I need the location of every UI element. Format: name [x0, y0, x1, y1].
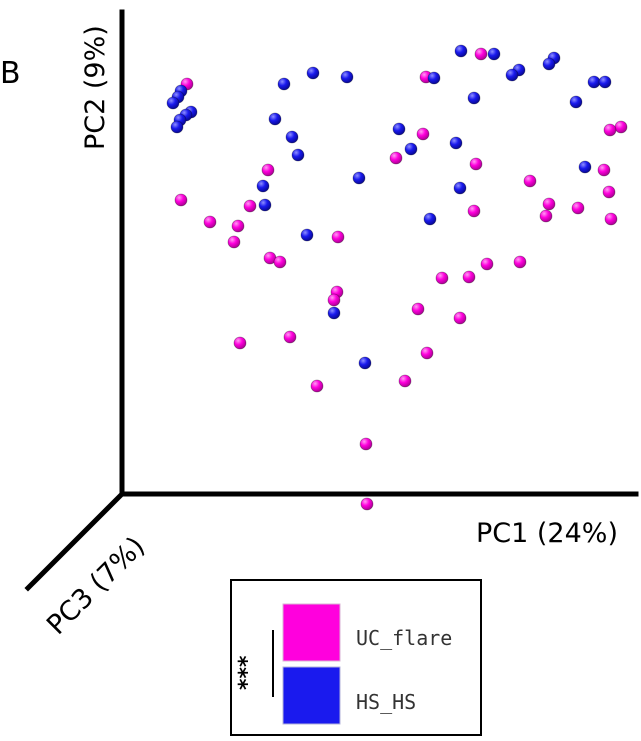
point-uc-flare-31	[523, 174, 537, 188]
point-hs-hs-20	[404, 142, 418, 156]
legend-label-uc-flare: UC_flare	[356, 626, 452, 650]
point-hs-hs-15	[300, 228, 314, 242]
point-hs-hs-2	[166, 96, 180, 110]
point-uc-flare-30	[474, 47, 488, 61]
point-uc-flare-27	[416, 127, 430, 141]
point-uc-flare-11	[327, 293, 341, 307]
point-hs-hs-11	[285, 130, 299, 144]
point-uc-flare-3	[231, 219, 245, 233]
point-uc-flare-14	[310, 379, 324, 393]
point-uc-flare-32	[539, 209, 553, 223]
point-uc-flare-22	[462, 270, 476, 284]
point-hs-hs-9	[306, 66, 320, 80]
point-hs-hs-10	[340, 70, 354, 84]
point-uc-flare-38	[603, 123, 617, 137]
point-uc-flare-24	[513, 255, 527, 269]
x-axis-label: PC1 (24%)	[476, 518, 618, 549]
point-uc-flare-28	[389, 151, 403, 165]
point-uc-flare-13	[233, 336, 247, 350]
point-hs-hs-18	[358, 356, 372, 370]
point-uc-flare-37	[604, 212, 618, 226]
point-hs-hs-6	[170, 120, 184, 134]
point-hs-hs-33	[587, 75, 601, 89]
point-hs-hs-12	[291, 148, 305, 162]
significance-stars: ***	[235, 655, 260, 690]
point-hs-hs-34	[598, 75, 612, 89]
legend-label-hs-hs: HS_HS	[356, 690, 416, 714]
point-uc-flare-26	[469, 157, 483, 171]
point-uc-flare-4	[227, 235, 241, 249]
point-hs-hs-26	[454, 44, 468, 58]
point-uc-flare-21	[453, 311, 467, 325]
legend-swatch-hs-hs	[282, 666, 341, 725]
point-hs-hs-21	[427, 71, 441, 85]
y-axis-label: PC2 (9%)	[80, 25, 111, 150]
legend: UC_flare HS_HS ***	[230, 579, 482, 736]
point-uc-flare-15	[359, 437, 373, 451]
point-uc-flare-23	[480, 257, 494, 271]
point-uc-flare-39	[614, 120, 628, 134]
scatter-points	[166, 44, 628, 511]
point-uc-flare-20	[435, 271, 449, 285]
point-hs-hs-35	[578, 160, 592, 174]
point-uc-flare-5	[243, 199, 257, 213]
point-uc-flare-19	[411, 302, 425, 316]
point-uc-flare-2	[203, 215, 217, 229]
point-uc-flare-1	[174, 193, 188, 207]
point-hs-hs-17	[327, 306, 341, 320]
point-hs-hs-19	[392, 122, 406, 136]
point-uc-flare-8	[273, 255, 287, 269]
point-uc-flare-34	[571, 201, 585, 215]
point-uc-flare-18	[420, 346, 434, 360]
point-uc-flare-25	[467, 204, 481, 218]
legend-swatch-uc-flare	[282, 603, 341, 662]
point-uc-flare-36	[602, 185, 616, 199]
point-hs-hs-8	[277, 77, 291, 91]
point-hs-hs-28	[505, 68, 519, 82]
pc3-axis-line	[24, 490, 126, 592]
point-hs-hs-7	[268, 112, 282, 126]
point-uc-flare-16	[360, 497, 374, 511]
point-uc-flare-35	[597, 163, 611, 177]
point-hs-hs-23	[449, 136, 463, 150]
point-uc-flare-6	[261, 163, 275, 177]
point-uc-flare-17	[398, 374, 412, 388]
point-hs-hs-13	[256, 179, 270, 193]
point-uc-flare-12	[283, 330, 297, 344]
z-axis-label: PC3 (7%)	[41, 531, 151, 641]
point-uc-flare-9	[331, 230, 345, 244]
point-hs-hs-22	[467, 91, 481, 105]
panel-label: B	[0, 56, 21, 91]
point-hs-hs-30	[542, 57, 556, 71]
point-hs-hs-14	[258, 198, 272, 212]
point-hs-hs-24	[453, 181, 467, 195]
point-hs-hs-32	[569, 95, 583, 109]
point-hs-hs-27	[487, 47, 501, 61]
point-uc-flare-33	[542, 197, 556, 211]
point-hs-hs-25	[423, 212, 437, 226]
point-hs-hs-16	[352, 171, 366, 185]
